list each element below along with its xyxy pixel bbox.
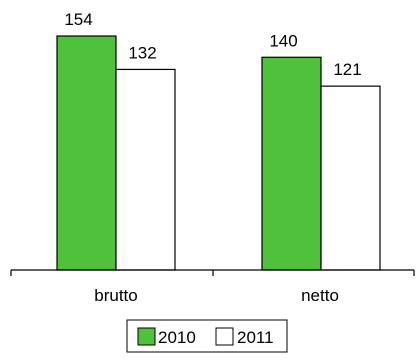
- legend-label-2010: 2010: [158, 328, 196, 347]
- bar-netto-2011: [320, 85, 381, 271]
- legend-swatch-2011: [215, 327, 234, 346]
- data-label-netto-2010: 140: [269, 31, 297, 50]
- data-label-brutto-2011: 132: [128, 43, 156, 62]
- x-tick-label-netto: netto: [301, 286, 339, 305]
- legend: 2010 2011: [126, 319, 288, 353]
- data-label-brutto-2010: 154: [64, 10, 92, 29]
- x-tick-label-brutto: brutto: [94, 286, 137, 305]
- bar-netto-2010: [261, 56, 322, 271]
- bar-brutto-2010: [56, 35, 117, 271]
- bars-layer: [56, 35, 381, 271]
- legend-swatch-2010: [137, 327, 156, 346]
- data-label-netto-2011: 121: [333, 60, 361, 79]
- data-labels-layer: 154 132 140 121: [64, 10, 361, 79]
- legend-label-2011: 2011: [237, 328, 274, 347]
- bar-brutto-2011: [115, 68, 176, 271]
